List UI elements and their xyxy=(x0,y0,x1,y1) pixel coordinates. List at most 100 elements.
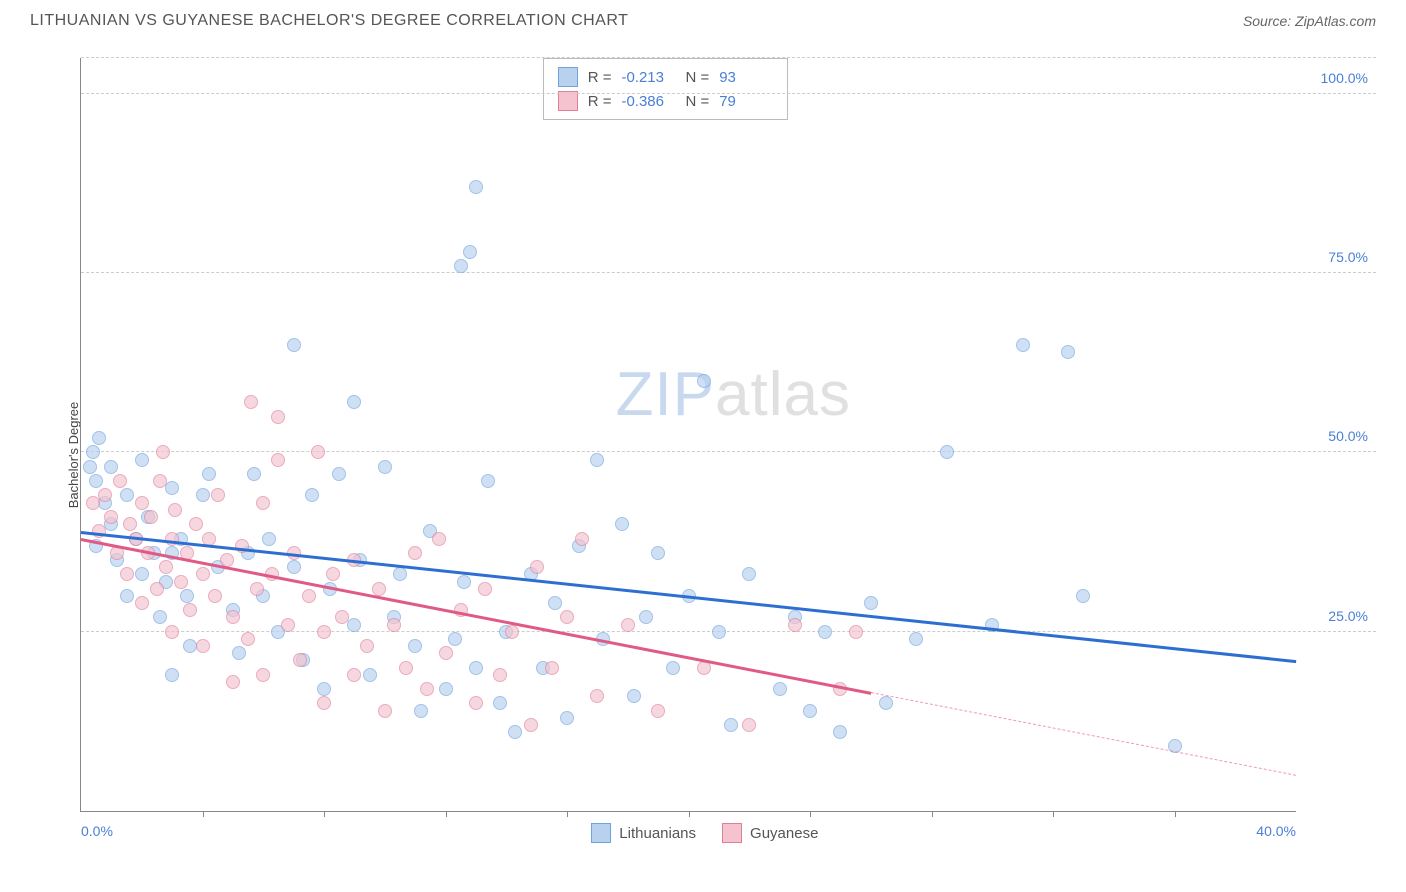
scatter-point xyxy=(83,460,97,474)
scatter-point xyxy=(469,180,483,194)
scatter-point xyxy=(439,646,453,660)
scatter-point xyxy=(478,582,492,596)
scatter-point xyxy=(335,610,349,624)
scatter-point xyxy=(311,445,325,459)
scatter-point xyxy=(560,610,574,624)
scatter-point xyxy=(144,510,158,524)
scatter-point xyxy=(469,696,483,710)
legend-swatch xyxy=(558,67,578,87)
scatter-point xyxy=(305,488,319,502)
scatter-point xyxy=(250,582,264,596)
scatter-point xyxy=(548,596,562,610)
scatter-point xyxy=(165,668,179,682)
scatter-point xyxy=(104,510,118,524)
x-tick-label: 40.0% xyxy=(1256,823,1296,839)
scatter-point xyxy=(202,467,216,481)
scatter-point xyxy=(378,704,392,718)
scatter-point xyxy=(697,374,711,388)
scatter-point xyxy=(651,704,665,718)
scatter-point xyxy=(1076,589,1090,603)
scatter-point xyxy=(420,682,434,696)
scatter-point xyxy=(256,496,270,510)
chart-title: LITHUANIAN VS GUYANESE BACHELOR'S DEGREE… xyxy=(30,12,628,30)
scatter-point xyxy=(639,610,653,624)
r-label: R = xyxy=(588,93,612,110)
x-tick-label: 0.0% xyxy=(81,823,113,839)
scatter-point xyxy=(256,668,270,682)
scatter-point xyxy=(493,696,507,710)
scatter-point xyxy=(317,682,331,696)
scatter-point xyxy=(86,445,100,459)
scatter-point xyxy=(372,582,386,596)
scatter-point xyxy=(317,625,331,639)
scatter-point xyxy=(211,488,225,502)
scatter-point xyxy=(666,661,680,675)
scatter-point xyxy=(92,431,106,445)
legend-swatch xyxy=(558,91,578,111)
scatter-point xyxy=(120,488,134,502)
scatter-point xyxy=(247,467,261,481)
scatter-point xyxy=(651,546,665,560)
watermark-atlas: atlas xyxy=(715,360,851,429)
scatter-point xyxy=(123,517,137,531)
scatter-point xyxy=(448,632,462,646)
scatter-point xyxy=(530,560,544,574)
scatter-point xyxy=(244,395,258,409)
legend-item: Lithuanians xyxy=(591,823,696,843)
scatter-point xyxy=(271,453,285,467)
scatter-point xyxy=(226,610,240,624)
scatter-point xyxy=(120,589,134,603)
scatter-point xyxy=(271,410,285,424)
legend-label: Lithuanians xyxy=(619,825,696,842)
scatter-point xyxy=(457,575,471,589)
r-value: -0.386 xyxy=(621,93,675,110)
scatter-point xyxy=(414,704,428,718)
scatter-point xyxy=(347,395,361,409)
x-tick xyxy=(203,811,204,817)
scatter-point xyxy=(281,618,295,632)
scatter-point xyxy=(590,453,604,467)
n-label: N = xyxy=(685,69,709,86)
scatter-point xyxy=(174,575,188,589)
scatter-point xyxy=(545,661,559,675)
scatter-point xyxy=(153,610,167,624)
scatter-point xyxy=(360,639,374,653)
scatter-point xyxy=(627,689,641,703)
scatter-point xyxy=(742,718,756,732)
legend-item: Guyanese xyxy=(722,823,818,843)
y-tick-label: 75.0% xyxy=(1328,249,1368,265)
scatter-point xyxy=(469,661,483,675)
legend: Lithuanians Guyanese xyxy=(591,823,818,843)
scatter-point xyxy=(156,445,170,459)
watermark-zip: ZIP xyxy=(616,360,715,429)
scatter-point xyxy=(387,618,401,632)
n-label: N = xyxy=(685,93,709,110)
y-axis-label: Bachelor's Degree xyxy=(66,402,81,509)
r-label: R = xyxy=(588,69,612,86)
x-tick xyxy=(689,811,690,817)
y-tick-label: 50.0% xyxy=(1328,428,1368,444)
scatter-point xyxy=(864,596,878,610)
scatter-point xyxy=(135,453,149,467)
legend-label: Guyanese xyxy=(750,825,818,842)
scatter-point xyxy=(150,582,164,596)
watermark: ZIPatlas xyxy=(616,359,851,430)
scatter-point xyxy=(399,661,413,675)
scatter-point xyxy=(196,567,210,581)
scatter-point xyxy=(363,668,377,682)
scatter-point xyxy=(615,517,629,531)
scatter-point xyxy=(408,546,422,560)
scatter-point xyxy=(454,259,468,273)
scatter-point xyxy=(165,481,179,495)
scatter-point xyxy=(302,589,316,603)
scatter-point xyxy=(818,625,832,639)
scatter-point xyxy=(208,589,222,603)
scatter-point xyxy=(153,474,167,488)
scatter-point xyxy=(287,338,301,352)
scatter-point xyxy=(189,517,203,531)
gridline xyxy=(81,93,1376,94)
scatter-point xyxy=(909,632,923,646)
scatter-point xyxy=(803,704,817,718)
scatter-point xyxy=(332,467,346,481)
scatter-point xyxy=(560,711,574,725)
